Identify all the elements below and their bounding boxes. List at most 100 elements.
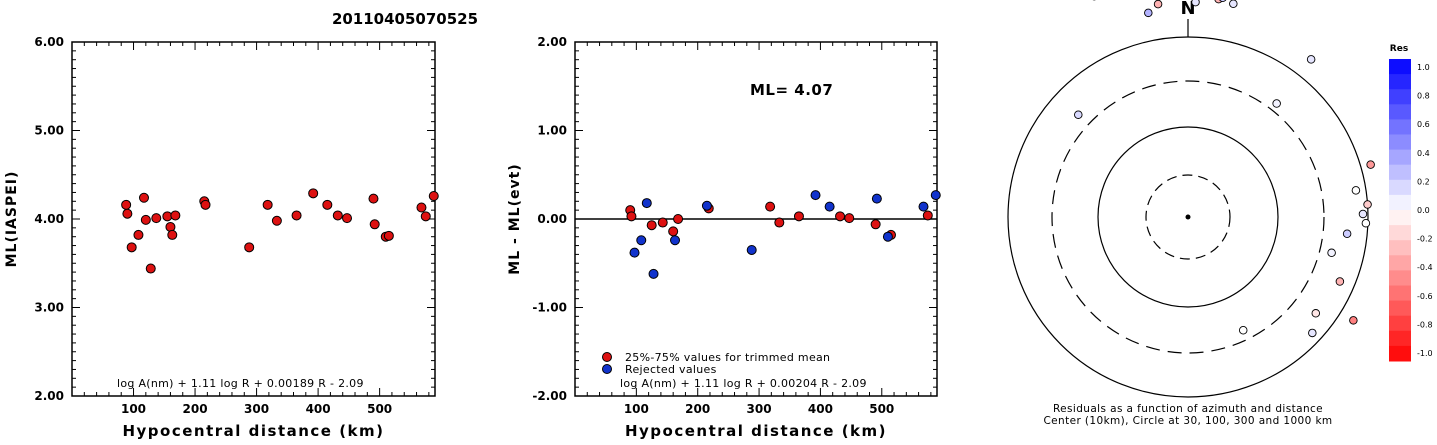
residual-point: [1308, 328, 1317, 338]
y-tick-label: -2.00: [532, 389, 567, 403]
y-tick-label: 5.00: [34, 124, 64, 138]
x-axis-label: Hypocentral distance (km): [122, 422, 384, 440]
x-tick-label: 100: [624, 402, 649, 416]
ml-annotation: ML= 4.07: [750, 81, 833, 99]
data-point: [626, 211, 637, 222]
residual-point: [1311, 309, 1321, 318]
data-point: [648, 268, 659, 279]
y-axis-label: ML - ML(evt): [507, 163, 523, 274]
data-point: [200, 199, 211, 210]
data-point: [138, 192, 149, 203]
data-point: [765, 201, 776, 212]
data-point: [428, 190, 439, 201]
data-point: [701, 200, 712, 211]
colorbar-tick-label: 0.4: [1417, 149, 1430, 158]
data-point: [793, 211, 804, 222]
data-point: [641, 198, 652, 209]
figure-title: 20110405070525: [332, 10, 478, 28]
data-point: [271, 215, 282, 226]
data-point: [844, 213, 855, 224]
residual-point: [1351, 186, 1361, 195]
colorbar-tick-label: 0.2: [1417, 177, 1430, 186]
data-point: [121, 199, 132, 210]
magnitude-formula: log A(nm) + 1.11 log R + 0.00189 R - 2.0…: [117, 377, 364, 390]
colorbar-segment: [1389, 345, 1411, 362]
data-point: [629, 247, 640, 258]
colorbar-tick-label: 0.6: [1417, 120, 1430, 129]
y-tick-label: 2.00: [537, 35, 567, 49]
north-label: N: [1180, 0, 1195, 19]
data-point: [342, 213, 353, 224]
colorbar-title: Res: [1390, 44, 1408, 54]
colorbar-tick-label: -0.4: [1417, 263, 1433, 272]
residual-point: [1335, 277, 1345, 286]
y-tick-label: 0.00: [537, 212, 567, 226]
data-point: [922, 210, 933, 221]
colorbar-tick-label: 0.8: [1417, 92, 1430, 101]
residual-point: [1191, 0, 1200, 7]
residual-point: [1272, 99, 1281, 108]
data-point: [145, 263, 156, 274]
data-point: [673, 214, 684, 224]
residual-point: [1144, 8, 1153, 18]
y-tick-label: 1.00: [537, 124, 567, 138]
plot-frame: [71, 41, 436, 397]
colorbar-segment: [1389, 225, 1411, 241]
range-circle: [1097, 126, 1279, 308]
data-point: [151, 213, 162, 224]
colorbar-segment: [1389, 300, 1411, 317]
polar-caption-line-1: Residuals as a function of azimuth and d…: [1053, 403, 1323, 415]
data-point: [668, 226, 679, 237]
colorbar-segment: [1389, 315, 1411, 332]
data-point: [369, 219, 380, 230]
data-point: [657, 217, 668, 228]
colorbar-tick-label: 0.0: [1417, 206, 1430, 215]
colorbar-segment: [1389, 194, 1411, 211]
y-tick-label: 2.00: [34, 389, 64, 403]
x-tick-label: 300: [244, 402, 269, 416]
inner-circle-dashed: [1145, 174, 1231, 260]
data-point: [930, 190, 941, 201]
y-tick-label: 3.00: [34, 301, 64, 315]
colorbar-segment: [1389, 74, 1411, 90]
x-tick-label: 200: [685, 402, 710, 416]
x-tick-label: 100: [121, 402, 146, 416]
colorbar-segment: [1389, 119, 1411, 135]
data-point: [882, 231, 893, 242]
legend-label: 25%-75% values for trimmed mean: [625, 351, 830, 364]
data-point: [871, 193, 882, 204]
data-point: [774, 217, 785, 228]
x-tick-label: 400: [306, 402, 331, 416]
data-point: [636, 235, 647, 246]
residual-point: [1327, 248, 1336, 258]
colorbar-segment: [1389, 270, 1411, 286]
residual-point: [1238, 325, 1248, 335]
colorbar-segment: [1389, 89, 1411, 105]
x-tick-label: 500: [367, 402, 392, 416]
data-point: [746, 244, 757, 255]
data-point: [383, 230, 394, 241]
colorbar-tick-label: -1.0: [1417, 349, 1433, 358]
data-point: [322, 199, 333, 210]
colorbar-segment: [1389, 59, 1411, 75]
panel-ml-residual: 100 200 300 400 500 -2.00 -1.00 0.00 1.00 2.00 Hyp…: [507, 35, 941, 440]
residual-point: [1153, 0, 1163, 9]
residual-colorbar: Res 1.0 0.8 0.6 0.4 0.2 0.0 -0.2 -0.4 -0.6 -0.8 -1.…: [1389, 44, 1433, 362]
residual-point: [1219, 0, 1227, 2]
data-point: [332, 210, 343, 221]
colorbar-segment: [1389, 330, 1411, 347]
data-point: [308, 188, 319, 199]
y-tick-label: -1.00: [532, 301, 567, 315]
y-tick-label: 6.00: [34, 35, 64, 49]
colorbar-segment: [1389, 164, 1411, 181]
y-tick-label: 4.00: [34, 212, 64, 226]
colorbar-tick-label: -0.8: [1417, 320, 1433, 329]
data-point: [262, 199, 273, 210]
residual-point: [1229, 0, 1238, 9]
center-point: [1185, 214, 1191, 220]
colorbar-segment: [1389, 210, 1411, 226]
colorbar-tick-label: -0.6: [1417, 292, 1433, 301]
legend-marker: [602, 364, 612, 374]
colorbar-segment: [1389, 285, 1411, 302]
